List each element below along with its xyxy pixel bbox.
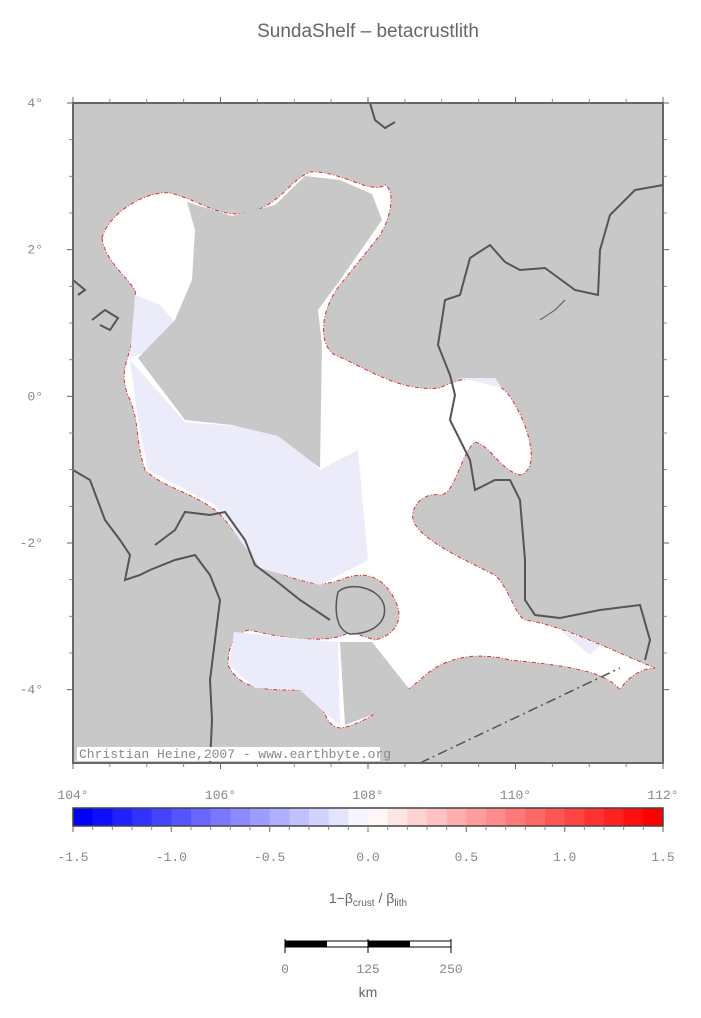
- colorbar-swatch: [132, 808, 153, 826]
- colorbar-swatch: [525, 808, 546, 826]
- coastline: [539, 299, 566, 321]
- label-sub: lith: [394, 898, 407, 909]
- label-part: / β: [375, 890, 395, 906]
- colorbar-swatch: [210, 808, 231, 826]
- colorbar-swatch: [269, 808, 290, 826]
- colorbar-swatch: [92, 808, 113, 826]
- colorbar: 1−βcrust / βlith: [329, 890, 407, 909]
- colorbar-tick-label: -1.5: [57, 850, 88, 865]
- colorbar-swatch: [230, 808, 251, 826]
- coastline: [436, 184, 664, 661]
- colorbar-swatch: [643, 808, 664, 826]
- x-tick-label: 108°: [352, 788, 383, 803]
- y-tick-label: -2°: [20, 536, 43, 551]
- coastline: [72, 469, 222, 764]
- credit-box: [77, 747, 380, 761]
- x-tick-label: 104°: [57, 788, 88, 803]
- label-sub: crust: [353, 898, 375, 909]
- boundary-line: [419, 667, 621, 764]
- colorbar-tick-label: 0.0: [356, 850, 379, 865]
- colorbar-swatch: [151, 808, 172, 826]
- colorbar-swatch: [604, 808, 625, 826]
- thinning-area: [229, 632, 340, 725]
- colorbar-swatch: [73, 808, 94, 826]
- colorbar-swatch: [486, 808, 507, 826]
- title: SundaShelf – betacrustlith: [257, 21, 479, 42]
- colorbar-swatch: [446, 808, 467, 826]
- x-tick-label: 106°: [205, 788, 236, 803]
- gray-area: [340, 642, 410, 725]
- colorbar-swatch: [309, 808, 330, 826]
- scalebar-block: [326, 940, 369, 948]
- gray-hole: [138, 176, 382, 468]
- colorbar-tick-label: -1.0: [156, 850, 187, 865]
- y-tick-label: 2°: [27, 243, 43, 258]
- coastline: [72, 279, 87, 296]
- scalebar-label: 250: [439, 962, 462, 977]
- coastline: [91, 308, 120, 332]
- coastlines: [72, 102, 664, 764]
- map: Christian Heine,2007 - www.earthbyte.org: [72, 102, 664, 764]
- colorbar-swatch: [545, 808, 566, 826]
- colorbar-swatch: [112, 808, 133, 826]
- y-tick-label: 0°: [27, 389, 43, 404]
- colorbar-tick-label: -0.5: [254, 850, 285, 865]
- colorbar-swatch: [289, 808, 310, 826]
- thinning-area: [130, 360, 368, 585]
- colorbar-swatch: [171, 808, 192, 826]
- thinning-area: [130, 295, 175, 358]
- colorbar-swatch: [348, 808, 369, 826]
- colorbar-tick-label: 0.5: [455, 850, 478, 865]
- colorbar-swatch: [387, 808, 408, 826]
- colorbar-swatch: [407, 808, 428, 826]
- colorbar-tick-label: 1.0: [553, 850, 576, 865]
- colorbar-swatch: [250, 808, 271, 826]
- y-tick-label: -4°: [20, 683, 43, 698]
- colorbar-swatch: [564, 808, 585, 826]
- scalebar-block: [284, 940, 327, 948]
- scalebar-unit: km: [359, 984, 378, 1000]
- x-tick-label: 110°: [500, 788, 531, 803]
- colorbar-swatch: [191, 808, 212, 826]
- colorbar-swatch: [584, 808, 605, 826]
- scalebar-block: [409, 940, 452, 948]
- scalebar-block: [367, 940, 410, 948]
- colorbar-tick-label: 1.5: [651, 850, 674, 865]
- coastline: [154, 510, 331, 621]
- credit: Christian Heine,2007 - www.earthbyte.org: [79, 747, 391, 762]
- colorbar-swatch: [368, 808, 389, 826]
- label-part: 1−β: [329, 890, 353, 906]
- coastline: [369, 102, 396, 130]
- scalebar-label: 0: [281, 962, 289, 977]
- colorbar-swatch: [427, 808, 448, 826]
- colorbar-swatch: [328, 808, 349, 826]
- colorbar-swatch: [466, 808, 487, 826]
- x-tick-label: 112°: [647, 788, 678, 803]
- scalebar-label: 125: [356, 962, 379, 977]
- colorbar-swatch: [505, 808, 526, 826]
- colorbar-swatch: [623, 808, 644, 826]
- y-tick-label: 4°: [27, 96, 43, 111]
- colorbar-label: 1−βcrust / βlith: [329, 890, 407, 909]
- bangka-island: [335, 585, 386, 635]
